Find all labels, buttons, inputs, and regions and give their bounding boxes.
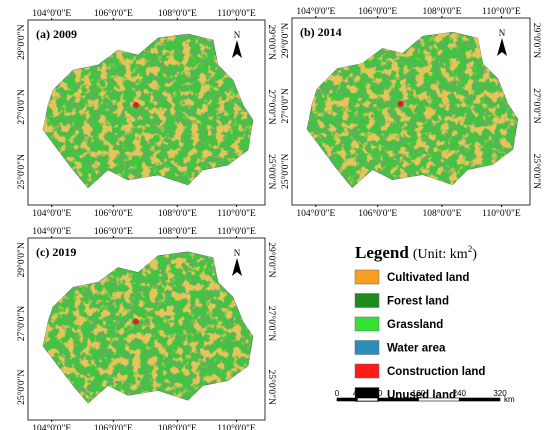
scale-label: 40 — [353, 389, 362, 398]
latitude-label: 27°0'0"N — [531, 88, 542, 123]
legend-swatch — [354, 363, 380, 379]
map-panel: (a) 2009 N 104°0'0"E 106°0'0"E 108°0'0"E 110°… — [16, 8, 277, 219]
scale-segment — [418, 397, 460, 402]
legend-unit: (Unit: km — [413, 247, 468, 262]
north-arrow — [232, 258, 242, 276]
latitude-label: 27°0'0"N — [16, 306, 27, 341]
longitude-label: 106°0'0"E — [94, 423, 133, 430]
panel-label: (c) 2019 — [36, 245, 76, 259]
longitude-label: 104°0'0"E — [296, 6, 335, 17]
scale-label: 240 — [453, 389, 467, 398]
scale-segment — [458, 397, 501, 402]
legend-label: Grassland — [387, 319, 443, 331]
longitude-label: 106°0'0"E — [94, 8, 133, 19]
scale-label: 0 — [335, 389, 340, 398]
latitude-label: 29°0'0"N — [280, 23, 291, 58]
urban-patch — [133, 102, 139, 108]
latitude-label: 27°0'0"N — [266, 89, 277, 124]
scale-segment — [357, 397, 379, 402]
latitude-label: 27°0'0"N — [16, 89, 27, 124]
longitude-label: 108°0'0"E — [422, 6, 461, 17]
scale-label: 160 — [412, 389, 426, 398]
longitude-label: 106°0'0"E — [358, 208, 397, 219]
legend-label: Cultivated land — [387, 272, 469, 284]
longitude-label: 110°0'0"E — [217, 226, 256, 237]
latitude-label: 25°0'0"N — [266, 370, 277, 405]
longitude-label: 108°0'0"E — [158, 208, 197, 219]
latitude-label: 29°0'0"N — [16, 242, 27, 277]
legend-label: Forest land — [387, 296, 449, 308]
map-panel: (b) 2014 N 104°0'0"E 106°0'0"E 108°0'0"E 110°… — [280, 6, 542, 219]
longitude-label: 104°0'0"E — [32, 226, 71, 237]
latitude-label: 25°0'0"N — [280, 154, 291, 189]
latitude-label: 25°0'0"N — [531, 154, 542, 189]
legend-title: Legend (Unit: km2) — [355, 243, 477, 262]
legend-swatch — [354, 269, 380, 285]
longitude-label: 106°0'0"E — [94, 208, 133, 219]
north-arrow — [497, 38, 507, 56]
scale-label: 320 — [493, 389, 507, 398]
scale-label: 80 — [373, 389, 382, 398]
latitude-label: 29°0'0"N — [16, 24, 27, 59]
longitude-label: 104°0'0"E — [32, 8, 71, 19]
latitude-label: 25°0'0"N — [16, 369, 27, 404]
latitude-label: 29°0'0"N — [266, 242, 277, 277]
latitude-label: 25°0'0"N — [266, 154, 277, 189]
north-label: N — [234, 30, 241, 40]
north-label: N — [499, 28, 506, 38]
legend-unit-sup: 2 — [468, 244, 473, 254]
longitude-label: 104°0'0"E — [32, 208, 71, 219]
legend-unit-close: ) — [472, 247, 477, 262]
panel-label: (a) 2009 — [36, 27, 77, 41]
north-arrow — [232, 40, 242, 58]
longitude-label: 110°0'0"E — [482, 6, 521, 17]
legend-label: Construction land — [387, 366, 485, 378]
legend-swatch — [354, 340, 380, 355]
longitude-label: 106°0'0"E — [94, 226, 133, 237]
legend-label: Water area — [387, 343, 446, 355]
longitude-label: 108°0'0"E — [158, 423, 197, 430]
legend-swatch — [354, 316, 380, 332]
longitude-label: 108°0'0"E — [158, 226, 197, 237]
map-panel: (c) 2019 N 104°0'0"E 106°0'0"E 108°0'0"E 110°… — [16, 226, 277, 430]
legend-title-text: Legend — [355, 243, 409, 262]
scale-segment — [377, 397, 419, 402]
longitude-label: 106°0'0"E — [358, 6, 397, 17]
latitude-label: 29°0'0"N — [531, 23, 542, 58]
longitude-label: 110°0'0"E — [217, 8, 256, 19]
longitude-label: 110°0'0"E — [482, 208, 521, 219]
panel-label: (b) 2014 — [300, 25, 342, 39]
north-label: N — [234, 248, 241, 258]
scale-segment — [336, 397, 358, 402]
scale-unit: km — [504, 395, 515, 404]
urban-patch — [397, 100, 404, 107]
longitude-label: 110°0'0"E — [217, 423, 256, 430]
latitude-label: 27°0'0"N — [266, 306, 277, 341]
longitude-label: 104°0'0"E — [32, 423, 71, 430]
urban-patch — [133, 318, 139, 325]
longitude-label: 108°0'0"E — [158, 8, 197, 19]
latitude-label: 25°0'0"N — [16, 154, 27, 189]
latitude-label: 29°0'0"N — [266, 25, 277, 60]
longitude-label: 110°0'0"E — [217, 208, 256, 219]
legend-swatch — [354, 293, 380, 308]
longitude-label: 108°0'0"E — [422, 208, 461, 219]
latitude-label: 27°0'0"N — [280, 88, 291, 123]
longitude-label: 104°0'0"E — [296, 208, 335, 219]
